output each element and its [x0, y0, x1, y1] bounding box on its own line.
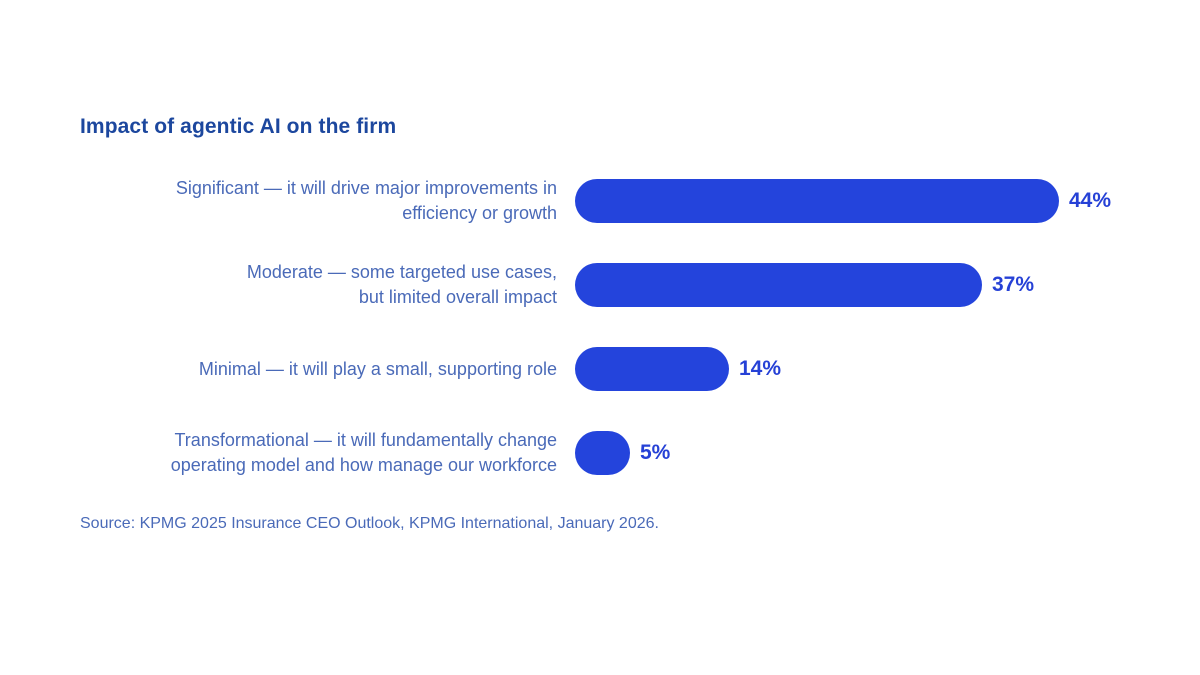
value-label: 44%: [1069, 189, 1112, 212]
category-label: Minimal — it will play a small, supporti…: [198, 358, 557, 379]
bar-row: Transformational — it will fundamentally…: [80, 430, 1160, 475]
category-label: Significant — it will drive major improv…: [175, 178, 557, 223]
bar-wrap: 14%: [575, 347, 1160, 391]
category-label: Moderate — some targeted use cases, but l…: [246, 262, 557, 307]
bar-wrap: 5%: [575, 431, 1160, 475]
bar-row: Significant — it will drive major improv…: [80, 178, 1160, 223]
category-label: Transformational — it will fundamentally…: [170, 430, 557, 475]
bar: [575, 431, 630, 475]
bar-wrap: 37%: [575, 263, 1160, 307]
bar: [575, 263, 982, 307]
value-label: 37%: [992, 273, 1035, 296]
value-label: 5%: [640, 441, 671, 464]
bar-row: Minimal — it will play a small, supporti…: [80, 347, 1160, 391]
chart-title: Impact of agentic AI on the firm: [80, 115, 397, 138]
source-note: Source: KPMG 2025 Insurance CEO Outlook,…: [80, 515, 659, 532]
value-label: 14%: [739, 357, 782, 380]
bar: [575, 347, 729, 391]
bar: [575, 179, 1059, 223]
bar-row: Moderate — some targeted use cases, but l…: [80, 262, 1160, 307]
bar-chart: Significant — it will drive major improv…: [80, 178, 1160, 475]
bar-wrap: 44%: [575, 179, 1160, 223]
